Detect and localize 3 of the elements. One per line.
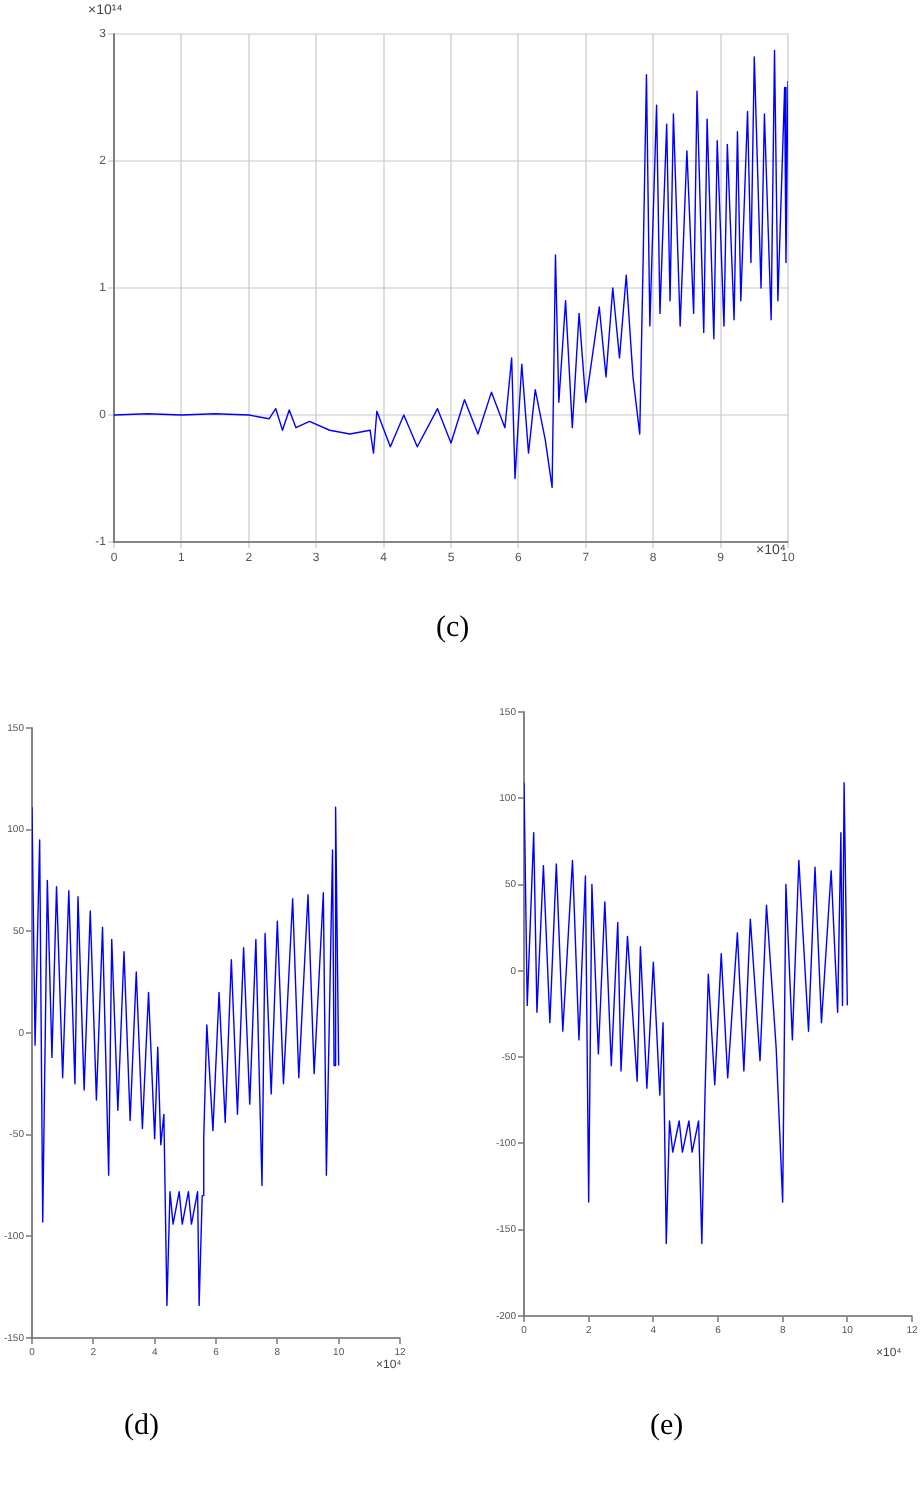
text: (e) — [650, 1410, 684, 1444]
text: (d) — [124, 1410, 159, 1444]
text: (c) — [436, 612, 470, 646]
